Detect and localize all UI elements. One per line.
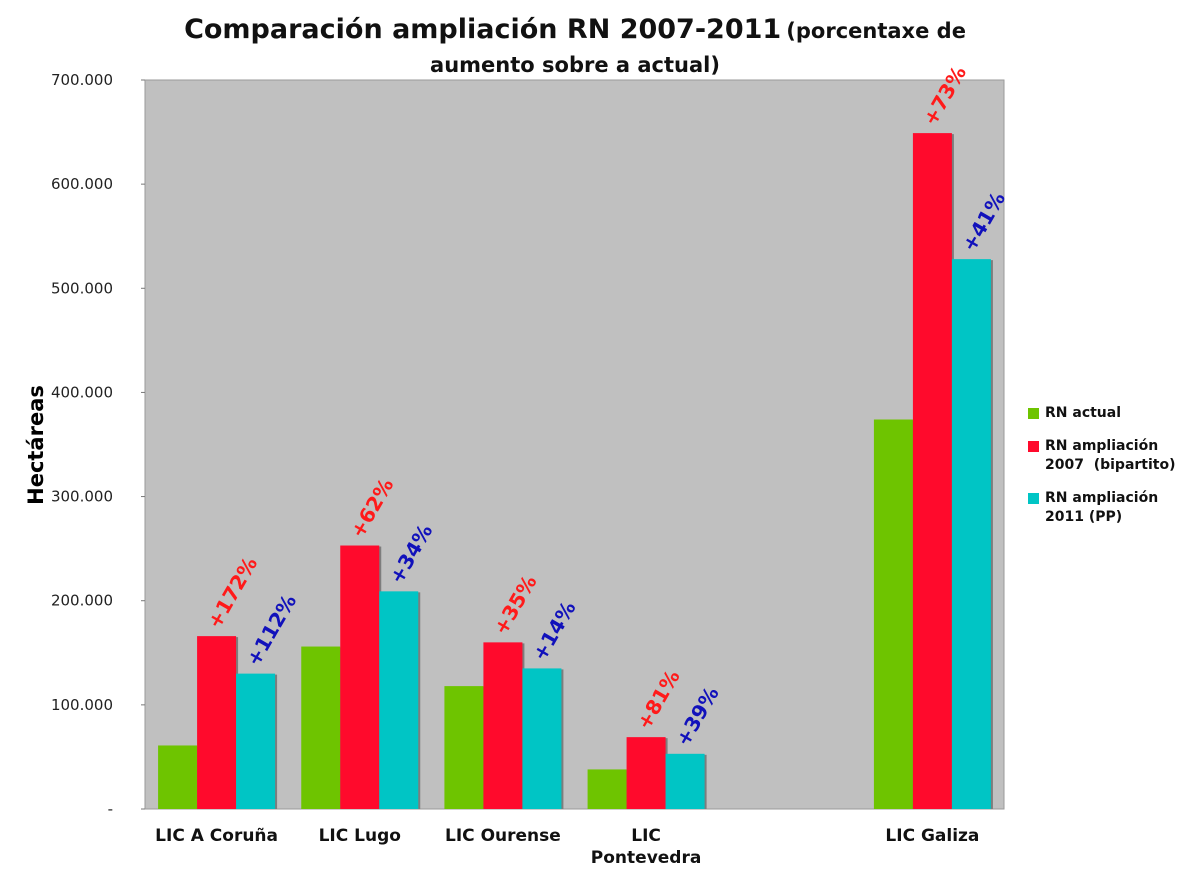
bar [379, 591, 419, 809]
legend-label: RN ampliación [1045, 438, 1159, 454]
bar [301, 646, 341, 809]
chart-title-main: Comparación ampliación RN 2007-2011 [184, 14, 782, 45]
bar [626, 737, 666, 809]
legend: RN actual RN ampliación 2007 (bipartito) RN… [1028, 404, 1176, 541]
y-tick-label: - [108, 800, 113, 818]
bar [197, 636, 237, 809]
bar [444, 686, 484, 809]
legend-label: RN ampliación [1045, 490, 1159, 506]
x-category-label: LIC Ourense [445, 826, 561, 846]
legend-item: RN ampliación 2007 (bipartito) [1028, 437, 1176, 475]
bar [522, 668, 562, 809]
legend-swatch [1028, 493, 1039, 504]
bar [587, 769, 627, 809]
y-tick-label: 400.000 [51, 383, 113, 401]
bar [158, 745, 198, 809]
legend-label: RN actual [1045, 405, 1122, 421]
legend-swatch [1028, 408, 1039, 419]
bar [665, 753, 705, 809]
chart-title: Comparación ampliación RN 2007-2011 (por… [145, 14, 1005, 83]
chart-title-subtitle: (porcentaxe de aumento sobre a actual) [430, 19, 966, 77]
y-tick-label: 700.000 [51, 71, 113, 89]
legend-item: RN ampliación 2011 (PP) [1028, 489, 1176, 527]
x-category-label: LIC [631, 826, 661, 846]
bar [340, 545, 380, 809]
x-category-label: LIC Lugo [319, 826, 401, 846]
y-tick-label: 500.000 [51, 279, 113, 297]
y-tick-label: 600.000 [51, 175, 113, 193]
bar [912, 133, 952, 809]
plot-area [144, 79, 1005, 810]
y-axis-label: Hectáreas [24, 385, 48, 505]
legend-item: RN actual [1028, 404, 1176, 423]
y-tick-label: 200.000 [51, 592, 113, 610]
x-category-label: LIC A Coruña [155, 826, 278, 846]
x-category-label: Pontevedra [591, 848, 702, 868]
legend-swatch [1028, 441, 1039, 452]
legend-label: 2007 (bipartito) [1045, 457, 1176, 473]
bar [951, 259, 991, 809]
legend-label: 2011 (PP) [1045, 509, 1123, 525]
y-tick-label: 300.000 [51, 488, 113, 506]
x-category-label: LIC Galiza [885, 826, 979, 846]
y-tick-label: 100.000 [51, 696, 113, 714]
bar [873, 419, 913, 809]
bar [483, 642, 523, 809]
bar [236, 673, 276, 809]
